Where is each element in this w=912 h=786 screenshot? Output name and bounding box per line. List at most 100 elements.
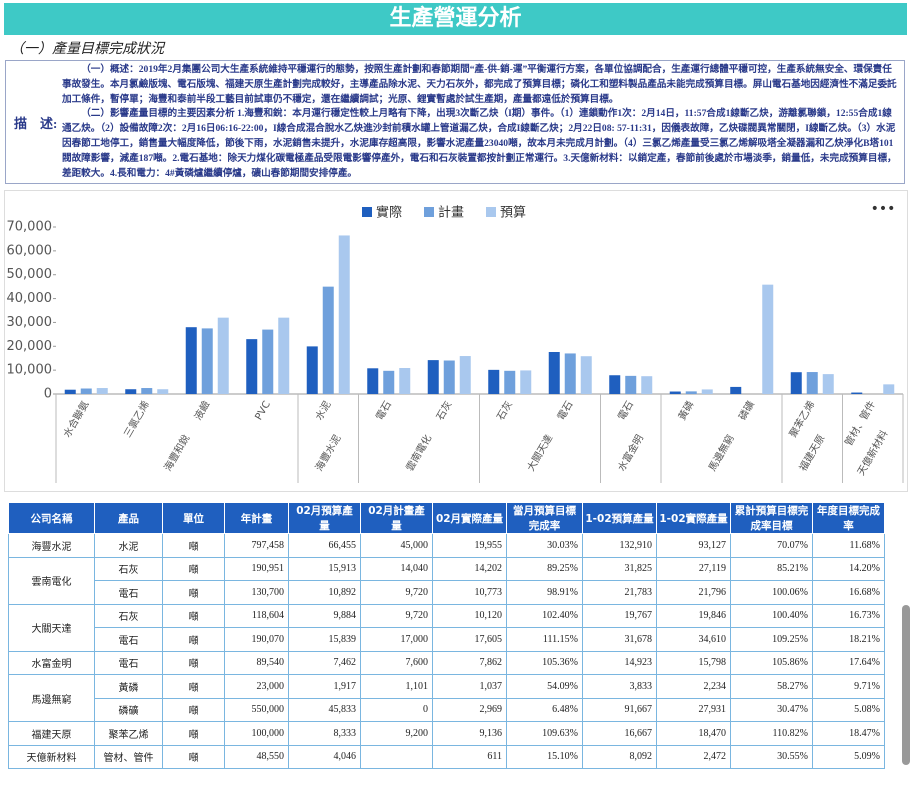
table-cell: 噸 <box>162 674 225 699</box>
table-cell: 15.10% <box>506 744 583 769</box>
table-cell: 1,037 <box>432 674 507 699</box>
column-header: 1-02實際產量 <box>656 502 731 534</box>
table-cell: 58.27% <box>730 674 813 699</box>
table-cell: 黃磷 <box>94 674 163 699</box>
table-cell: 130,700 <box>224 580 289 605</box>
table-cell: 100.40% <box>730 603 813 628</box>
bar <box>580 356 592 394</box>
table-cell: 電石 <box>94 627 163 652</box>
table-cell: 27,931 <box>656 697 731 722</box>
table-cell: 30.55% <box>730 744 813 769</box>
x-tick-label: 液鹼 <box>191 399 212 423</box>
bar <box>185 327 197 394</box>
table-row: 天億新材料 管材、管件噸 48,550 4,046 611 15.10% 8,092 2,47… <box>8 744 885 769</box>
table-row: 大關天達 石灰噸 118,604 9,884 9,720 10,120 102.40% 19,… <box>8 603 885 652</box>
table-cell: 水泥 <box>94 533 163 558</box>
bar <box>217 317 229 394</box>
company-cell: 馬邊無窮 <box>8 674 95 722</box>
table-cell: 噸 <box>162 580 225 605</box>
bar <box>548 351 560 394</box>
table-cell: 1,917 <box>288 674 361 699</box>
table-cell: 31,825 <box>582 556 657 581</box>
y-tick-label: 40,000 <box>7 291 53 306</box>
table-cell: 電石 <box>94 650 163 675</box>
bar <box>399 368 411 394</box>
paragraph: （一）概述：2019年2月集團公司大生產系統維持平穩運行的態勢，按照生產計劃和春… <box>62 64 897 105</box>
table-cell: 15,913 <box>288 556 361 581</box>
column-header: 年度目標完成率 <box>812 502 885 534</box>
x-tick-label: 水泥 <box>312 399 333 423</box>
table-cell: 9,136 <box>432 721 507 746</box>
table-cell: 21,796 <box>656 580 731 605</box>
bar <box>322 286 334 394</box>
company-cell: 福建天原 <box>8 721 95 746</box>
chart: ••• 0 10,000 20,000 30,000 40,000 50,000 60,00… <box>7 201 904 483</box>
table-cell: 7,600 <box>360 650 433 675</box>
bar <box>278 317 290 394</box>
table-cell: 噸 <box>162 697 225 722</box>
column-header: 1-02預算產量 <box>582 502 657 534</box>
x-tick-label: 水合聯氨 <box>60 399 91 440</box>
table-row: 福建天原 聚苯乙烯噸 100,000 8,333 9,200 9,136 109.63% 16… <box>8 721 885 746</box>
bar <box>701 389 713 394</box>
table-cell: 100,000 <box>224 721 289 746</box>
table-cell: 105.36% <box>506 650 583 675</box>
company-cell: 水富金明 <box>8 650 95 675</box>
x-tick-label: 電石 <box>374 399 394 422</box>
table-cell: 7,862 <box>432 650 507 675</box>
table-cell: 6.48% <box>506 697 583 722</box>
group-label: 雲南電化 <box>403 432 434 473</box>
table-cell: 54.09% <box>506 674 583 699</box>
table-cell: 550,000 <box>224 697 289 722</box>
table-cell: 8,092 <box>582 744 657 769</box>
x-tick-label: PVC <box>253 399 272 422</box>
table-cell: 10,120 <box>432 603 507 628</box>
table-cell: 105.86% <box>730 650 813 675</box>
scrollbar[interactable] <box>902 605 910 765</box>
y-tick-label: 20,000 <box>7 339 53 354</box>
table-cell: 4,046 <box>288 744 361 769</box>
table-cell: 5.08% <box>812 697 885 722</box>
table-cell: 70.07% <box>730 533 813 558</box>
table-cell: 磷礦 <box>94 697 163 722</box>
x-tick-label: 三氯乙烯 <box>121 399 152 440</box>
table-cell: 噸 <box>162 744 225 769</box>
table-cell: 611 <box>432 744 507 769</box>
y-tick-label: 50,000 <box>7 267 53 282</box>
table-cell: 9,720 <box>360 603 433 628</box>
bar <box>488 369 500 394</box>
column-header: 公司名稱 <box>8 502 95 534</box>
column-header: 產品 <box>94 502 163 534</box>
table-cell: 30.47% <box>730 697 813 722</box>
table-cell: 85.21% <box>730 556 813 581</box>
table-cell: 7,462 <box>288 650 361 675</box>
x-tick-label: 黃磷 <box>675 399 696 423</box>
table-row: 雲南電化 石灰噸 190,951 15,913 14,040 14,202 89.25% 31… <box>8 556 885 605</box>
table-cell: 9,720 <box>360 580 433 605</box>
table-cell: 14,202 <box>432 556 507 581</box>
x-tick-label: 石灰 <box>433 399 454 423</box>
table-cell: 98.91% <box>506 580 583 605</box>
table-cell: 石灰 <box>94 556 163 581</box>
table-cell: 2,234 <box>656 674 731 699</box>
table-row: 電石噸 190,070 15,839 17,000 17,605 111.15% 31,67… <box>9 627 885 652</box>
table-cell: 19,767 <box>582 603 657 628</box>
table-cell: 11.68% <box>812 533 885 558</box>
table-cell: 100.06% <box>730 580 813 605</box>
bar <box>367 368 379 394</box>
chart-panel: ••• 0 10,000 20,000 30,000 40,000 50,000 60,00… <box>4 190 908 492</box>
group-label: 水富金明 <box>615 432 646 473</box>
bar <box>625 375 637 394</box>
column-header: 年計畫 <box>224 502 289 534</box>
table-cell: 1,101 <box>360 674 433 699</box>
x-tick-label: 電石 <box>555 399 575 422</box>
description-label: 描 述: <box>14 116 58 131</box>
x-tick-label: 聚苯乙烯 <box>786 399 817 440</box>
company-cell: 雲南電化 <box>8 556 95 605</box>
description-text: （一）概述：2019年2月集團公司大生產系統維持平穩運行的態勢，按照生產計劃和春… <box>62 63 900 181</box>
table-cell: 18.21% <box>812 627 885 652</box>
legend-label: 預算 <box>500 206 526 221</box>
menu-icon[interactable]: ••• <box>871 201 896 217</box>
table-cell: 111.15% <box>506 627 583 652</box>
